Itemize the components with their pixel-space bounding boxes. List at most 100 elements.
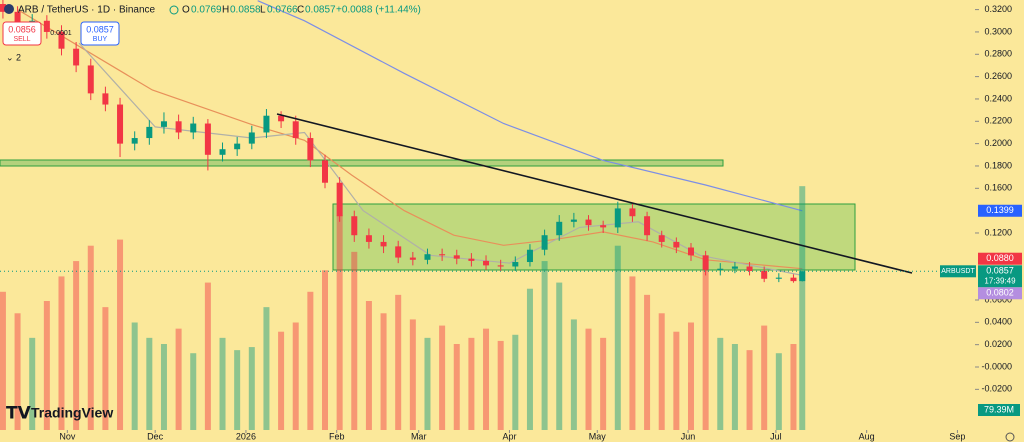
support-zone xyxy=(0,159,724,167)
volume-bar xyxy=(307,291,314,430)
candle-body xyxy=(658,235,665,242)
x-tick-label: Jun xyxy=(681,431,696,441)
x-tick-label: Nov xyxy=(59,431,76,441)
candle-body xyxy=(204,123,211,155)
candle-body xyxy=(439,254,446,256)
sell-label: SELL xyxy=(13,36,30,43)
moving-average xyxy=(257,0,803,212)
volume-bar xyxy=(644,294,651,430)
spread: 0.0001 xyxy=(50,30,72,37)
sell-price: 0.0856 xyxy=(8,24,36,34)
volume-bar xyxy=(541,261,548,430)
candle-body xyxy=(409,257,416,260)
brand: 𝗧𝗩 TradingView xyxy=(6,403,113,422)
symbol-tag xyxy=(940,265,976,278)
volume-bar xyxy=(0,291,6,430)
buy-button[interactable] xyxy=(80,21,120,46)
candle-body xyxy=(395,246,402,258)
volume-bar xyxy=(14,313,21,430)
volume-bar xyxy=(775,353,782,430)
y-tick-label: 0.3200 xyxy=(984,4,1012,14)
candle-body xyxy=(570,219,577,222)
volume-bar xyxy=(43,301,50,430)
y-tick-label: 0.2800 xyxy=(984,49,1012,59)
sell-button[interactable] xyxy=(2,21,42,46)
candle-body xyxy=(263,115,270,133)
volume-bar xyxy=(512,334,519,430)
x-tick-label: Feb xyxy=(329,431,345,441)
volume-bar xyxy=(336,215,343,430)
y-tick-label: 0.3000 xyxy=(984,26,1012,36)
l-value: 0.0766 xyxy=(267,5,298,16)
x-tick-label: Apr xyxy=(502,431,516,441)
status-dot xyxy=(169,5,179,15)
y-tick-label: -0.0200 xyxy=(981,384,1012,394)
volume-bar xyxy=(117,239,124,430)
price-label: 0.0880 xyxy=(986,253,1014,263)
header: ARB / TetherUS · 1D · Binance O 0.0769 H… xyxy=(2,4,421,62)
volume-bar xyxy=(160,344,167,430)
candle-body xyxy=(278,115,285,122)
volume-bar xyxy=(395,294,402,430)
volume-bar xyxy=(409,319,416,430)
volume-bar xyxy=(248,347,255,430)
volume-bar xyxy=(673,331,680,430)
volume-bar xyxy=(570,319,577,430)
brand-logo: 𝗧𝗩 xyxy=(6,403,32,422)
price-tag xyxy=(978,287,1022,300)
volume-bar xyxy=(614,245,621,430)
x-tick-label: 2026 xyxy=(236,431,256,441)
volume-bar xyxy=(761,325,768,430)
candle-body xyxy=(468,258,475,261)
y-tick-label: 0.0600 xyxy=(984,294,1012,304)
x-tick-label: Dec xyxy=(147,431,164,441)
volume-bar xyxy=(131,322,138,430)
y-tick-label: 0.2400 xyxy=(984,93,1012,103)
candle-body xyxy=(746,266,753,271)
volume-bar xyxy=(658,313,665,430)
candle-body xyxy=(43,20,50,32)
price-label: 0.0802 xyxy=(986,288,1014,298)
x-tick-label: Sep xyxy=(949,431,965,441)
volume-bar xyxy=(629,276,636,430)
candle-body xyxy=(790,277,797,282)
candle-body xyxy=(556,221,563,236)
moving-average xyxy=(17,9,803,270)
candle-body xyxy=(629,208,636,217)
y-tick-label: 0.2200 xyxy=(984,116,1012,126)
candle-body xyxy=(453,255,460,259)
collapse-arrow[interactable]: ⌄ xyxy=(6,52,14,62)
brand-name: TradingView xyxy=(31,405,113,421)
volume-bar xyxy=(731,344,738,430)
volume-bar xyxy=(102,307,109,430)
candle-body xyxy=(687,247,694,256)
c-label: C xyxy=(297,5,304,16)
volume-bar xyxy=(73,261,80,430)
volume-bar xyxy=(439,325,446,430)
volume-bar xyxy=(190,353,197,430)
candle-body xyxy=(483,260,490,266)
y-tick-label: 0.1200 xyxy=(984,227,1012,237)
volume-bar xyxy=(799,186,806,430)
candle-body xyxy=(614,208,621,228)
candle-body xyxy=(497,265,504,267)
candle-body xyxy=(336,182,343,217)
candle-body xyxy=(644,216,651,236)
symbol-icon xyxy=(4,4,14,14)
candle-body xyxy=(58,31,65,49)
candle-body xyxy=(775,277,782,279)
candle-body xyxy=(292,121,299,139)
candle-body xyxy=(14,11,21,27)
x-tick-label: Mar xyxy=(411,431,427,441)
candle-body xyxy=(73,48,80,66)
candle-body xyxy=(526,249,533,263)
volume-bar xyxy=(234,350,241,430)
y-tick-label: -0.0000 xyxy=(981,361,1012,371)
volume-bar xyxy=(424,337,431,430)
candle-body xyxy=(351,216,358,236)
volume-label: 79.39M xyxy=(984,404,1014,414)
candle-body xyxy=(585,219,592,226)
candle-body xyxy=(541,235,548,250)
